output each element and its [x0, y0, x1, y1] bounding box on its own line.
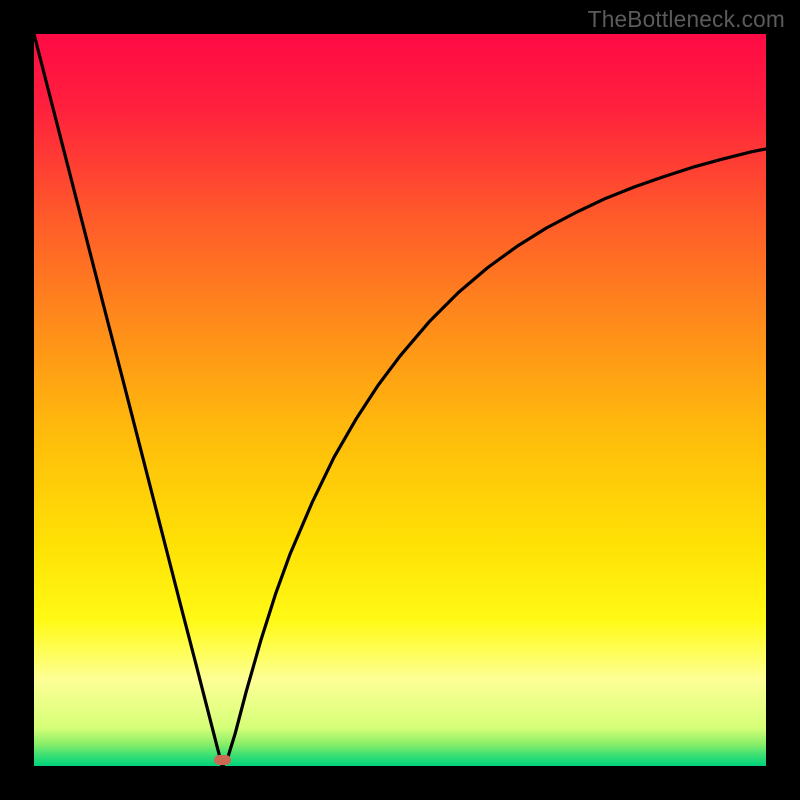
minimum-marker — [214, 755, 231, 765]
chart-frame: TheBottleneck.com — [0, 0, 800, 800]
curve-polyline — [34, 34, 766, 766]
bottleneck-curve — [34, 34, 766, 766]
plot-area — [34, 34, 766, 766]
watermark-text: TheBottleneck.com — [588, 6, 785, 33]
